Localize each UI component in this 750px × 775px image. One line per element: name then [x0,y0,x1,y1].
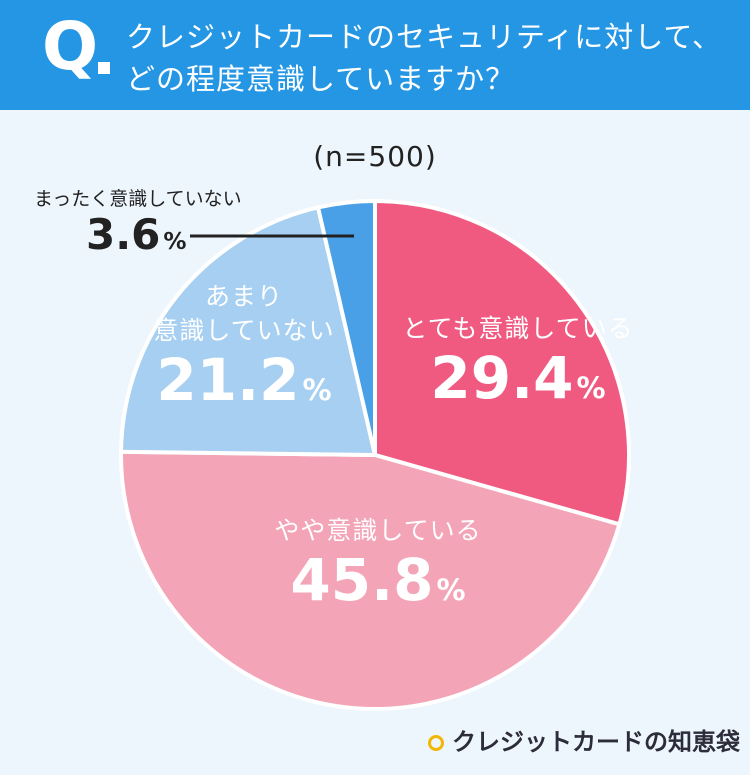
percent-sign: % [302,373,332,407]
pie-slices [119,199,631,711]
label-not-much-value: 21.2% [153,348,334,422]
percent-sign: % [576,371,606,405]
sample-size-label: (n=500) [313,140,437,173]
label-somewhat-aware: やや意識している 45.8% [274,514,481,622]
value-number: 45.8 [290,546,434,614]
label-not-at-all-value: 3.6% [86,210,187,259]
value-number: 21.2 [156,346,300,414]
label-not-much-aware: あまり 意識していない 21.2% [153,280,334,422]
question-line-2: どの程度意識していますか？ [126,62,516,96]
label-not-at-all-name: まったく意識していない [34,188,242,210]
label-not-much-line-1: あまり [204,282,284,311]
value-number: 29.4 [430,344,574,412]
pie-slice-1 [119,449,622,711]
label-very-aware: とても意識している 29.4% [402,312,633,420]
label-very-aware-name: とても意識している [402,314,634,343]
question-mark: Q [42,8,99,85]
percent-sign: % [436,573,466,607]
pie-slice-0 [373,199,631,527]
percent-sign: % [163,229,187,255]
diamond-check-icon [428,735,444,751]
question-line-1: クレジットカードのセキュリティに対して、 [126,20,722,54]
value-number: 3.6 [86,210,161,259]
pie-slice-2 [119,205,377,457]
label-somewhat-aware-value: 45.8% [274,548,481,622]
question-header: Q クレジットカードのセキュリティに対して、 どの程度意識していますか？ [0,0,750,110]
question-text: クレジットカードのセキュリティに対して、 どの程度意識していますか？ [126,16,736,100]
question-dot [98,62,110,74]
label-somewhat-aware-name: やや意識している [274,516,482,545]
brand-logo: クレジットカードの知恵袋 [428,722,740,757]
brand-logo-text: クレジットカードの知恵袋 [452,728,740,756]
label-very-aware-value: 29.4% [402,346,633,420]
pie-slice-3 [316,199,377,457]
label-not-much-line-2: 意識していない [153,316,335,345]
